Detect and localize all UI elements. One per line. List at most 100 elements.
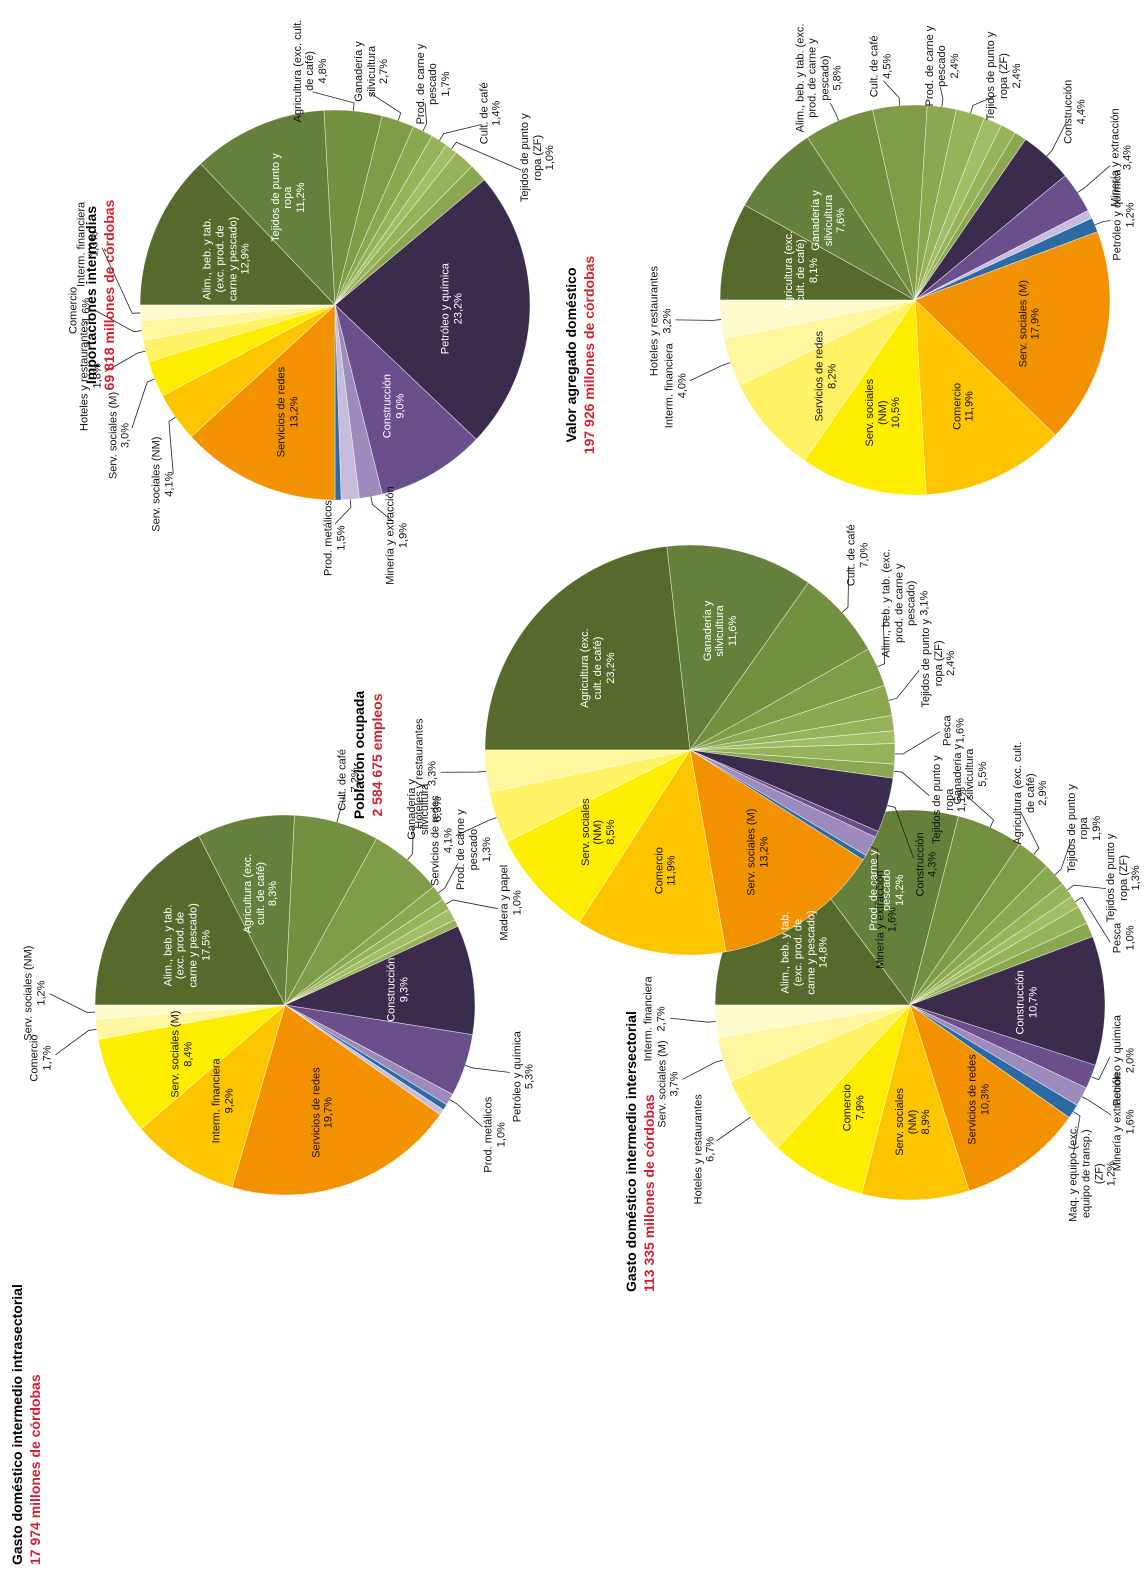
chart-heading: Población ocupada 2 584 675 empleos	[350, 691, 386, 819]
slice-value-label: 23,2%	[604, 652, 617, 684]
leader-line	[887, 804, 914, 859]
slice-label: Serv. sociales (M) 13,2%	[746, 806, 771, 898]
slice-category: Serv. sociales (M)	[106, 391, 119, 480]
slice-value-label: 1,7%	[41, 1045, 54, 1071]
slice-category: Interm. financiera	[75, 201, 88, 287]
leader-line	[465, 1065, 510, 1073]
chart-title: Valor agregado doméstico	[563, 267, 579, 443]
slice-category: Agricultura (exc. cult. de café)	[1011, 741, 1037, 845]
slice-label: Construcción 10,7%	[1014, 956, 1039, 1048]
slice-label: Tejidos de punto y ropa (ZF) 1,0%	[519, 102, 557, 214]
slice-label: Alim., beb. y tab. (exc. prod. de carne …	[780, 907, 831, 999]
slice-category: Prod. de carne y pescado	[455, 809, 481, 890]
slice-category: Serv. sociales (NM)	[150, 436, 163, 532]
slice-value-label: 10,7%	[1026, 986, 1039, 1019]
slice-label: Alim., beb. y tab. (exc. prod. de carne …	[794, 22, 845, 134]
slice-value-label: 4,8%	[316, 58, 329, 84]
pie-slice	[97, 1004, 287, 1130]
slice-category: Tejidos de punto y ropa	[269, 153, 295, 242]
slice-label: Construcción 9,0%	[381, 360, 406, 452]
leader-line	[370, 496, 394, 522]
leader-line	[689, 362, 731, 382]
slice-value-label: 17,9%	[1029, 308, 1042, 340]
slice-value-label: 1,9%	[1091, 815, 1104, 841]
chart-title: Gasto doméstico intermedio intrasectoria…	[9, 1284, 25, 1565]
slice-value-label: 7,9%	[853, 1095, 866, 1121]
slice-value-label: 10,3%	[979, 1083, 992, 1116]
pie-slice	[744, 136, 916, 301]
pie-slice	[231, 1004, 441, 1196]
slice-label: Maq. y equipo (exc. equipo de transp.) (…	[1068, 1118, 1119, 1230]
slice-value-label: 4,4%	[1075, 99, 1088, 125]
slice-label: Servicios de redes 8,2%	[814, 330, 839, 422]
leader-line	[168, 416, 176, 474]
slice-category: Pesca	[941, 715, 954, 746]
slice-value-label: 5,3%	[523, 1064, 536, 1090]
slice-label: Agricultura (exc. cult. de café) 8,3%	[242, 848, 280, 940]
pie-slice	[803, 299, 927, 496]
slice-category: Hoteles y restaurantes	[413, 718, 426, 829]
slice-category: Pesca	[1111, 922, 1124, 954]
slice-label: Pesca 1,0%	[1111, 882, 1136, 994]
slice-label: Alim., beb. y tab. (exc. prod. de carne …	[163, 899, 214, 991]
slice-category: Petróleo y química	[1111, 169, 1124, 261]
slice-label: Petróleo y química 5,3%	[511, 1021, 536, 1133]
leader-line	[101, 247, 141, 314]
slice-label: Interm. financiera 1,3%	[75, 188, 100, 300]
chart-subtitle: 2 584 675 empleos	[369, 693, 386, 817]
slice-category: Serv. sociales (NM)	[894, 1088, 919, 1156]
slice-label: Ganadería y silvicultura 7,6%	[810, 174, 848, 266]
slice-value-label: 1,2%	[1106, 1161, 1119, 1187]
slice-label: Servicios de redes 13,2%	[275, 366, 300, 458]
slice-category: Comercio	[653, 847, 666, 895]
slice-label: Cult. de café 4,5%	[868, 10, 893, 122]
slice-value-label: 9,0%	[393, 393, 406, 419]
slice-category: Agricultura (exc. cult. de café)	[782, 230, 808, 311]
slice-label: Minería y extracción 1,9%	[384, 480, 409, 592]
slice-category: Agricultura (exc. cult. de café)	[242, 853, 267, 934]
slice-label: Madera y papel 1,0%	[498, 847, 523, 959]
slice-value-label: 1,0%	[510, 890, 523, 916]
pie-slice	[200, 109, 336, 306]
slice-value-label: 8,9%	[919, 1109, 932, 1135]
slice-category: Cult. de café	[845, 524, 858, 587]
slice-value-label: 6,7%	[704, 1136, 717, 1162]
slice-category: Construcción	[913, 832, 926, 897]
slice-category: Serv. sociales (M)	[745, 808, 758, 896]
slice-category: Servicios de redes	[813, 331, 826, 422]
slice-value-label: 3,2%	[660, 308, 673, 334]
slice-label: Construcción 9,3%	[385, 944, 410, 1036]
leader-line	[312, 91, 355, 111]
slice-category: Prod. metálicos	[322, 500, 335, 576]
slice-label: Interm. financiera 9,2%	[211, 1055, 236, 1147]
slice-label: Comercio 11,9%	[653, 825, 678, 917]
slice-category: Madera y papel	[498, 864, 511, 941]
slice-category: Comercio	[841, 1084, 854, 1132]
slice-label: Serv. sociales (M) 8,4%	[170, 1008, 195, 1100]
pie-slice	[909, 936, 1106, 1066]
leader-line	[870, 846, 879, 911]
slice-label: Prod. de carne y pescado 1,3%	[455, 794, 493, 906]
slice-label: Cult. de café 1,4%	[478, 57, 503, 169]
slice-label: Serv. sociales (NM) 10,5%	[864, 367, 902, 459]
slice-value-label: 1,6%	[1124, 1109, 1136, 1135]
slice-label: Servicios de redes 10,3%	[966, 1053, 991, 1145]
slice-label: Serv. sociales (NM) 8,5%	[580, 786, 618, 878]
slice-value-label: 1,0%	[544, 145, 557, 171]
leader-line	[438, 862, 459, 894]
slice-category: Cult. de café	[336, 749, 349, 811]
slice-label: Petróleo y química 1,2%	[1111, 159, 1136, 271]
slice-value-label: 1,0%	[1124, 925, 1136, 951]
slice-label: Prod. de carne y pescado 1,7%	[415, 28, 453, 140]
slice-category: Interm. financiera	[642, 976, 655, 1062]
pie-slice	[578, 749, 727, 956]
slice-value-label: 19,7%	[322, 1097, 335, 1129]
leader-line	[970, 95, 997, 114]
leader-line	[1094, 220, 1111, 226]
slice-value-label: 4,5%	[881, 53, 894, 79]
slice-label: Serv. sociales (M) 17,9%	[1017, 278, 1042, 370]
slice-label: Interm. financiera 2,7%	[643, 963, 668, 1075]
slice-label: Agricultura (exc. cult. de café) 2,9%	[1012, 737, 1050, 849]
slice-value-label: 2,4%	[945, 650, 958, 676]
